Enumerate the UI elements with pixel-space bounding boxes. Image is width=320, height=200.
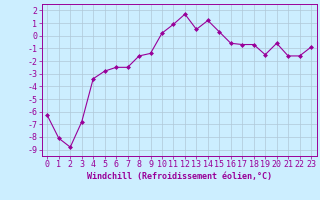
X-axis label: Windchill (Refroidissement éolien,°C): Windchill (Refroidissement éolien,°C) (87, 172, 272, 181)
